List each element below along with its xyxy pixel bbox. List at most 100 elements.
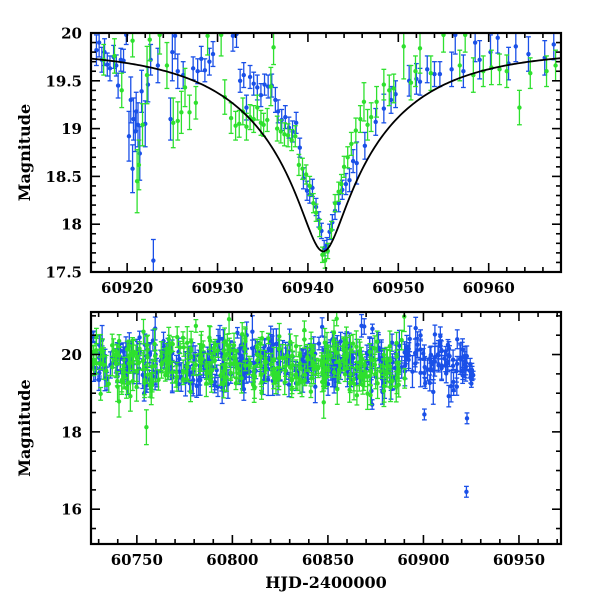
data-point-green: [206, 325, 212, 350]
data-point-green: [101, 349, 106, 380]
data-point-blue: [190, 56, 196, 81]
data-point-green: [140, 103, 145, 147]
data-point-green: [317, 218, 323, 238]
data-point-blue-marker: [207, 59, 212, 64]
data-point-green: [178, 90, 184, 135]
data-point-green-marker: [387, 344, 393, 349]
data-point-green-marker: [136, 360, 142, 365]
data-point-green: [282, 122, 287, 147]
data-point-blue: [350, 148, 356, 174]
data-point-blue-marker: [115, 83, 121, 88]
data-point-green: [188, 330, 194, 353]
data-point-green-marker: [361, 99, 367, 105]
data-point-green: [289, 380, 295, 399]
data-point-blue-marker: [454, 368, 459, 374]
data-point-blue: [272, 86, 278, 113]
data-point-green-marker: [338, 363, 343, 368]
data-point-green-marker: [305, 357, 311, 362]
data-point-green: [130, 34, 135, 58]
data-point-green-marker: [354, 364, 360, 370]
data-point-green-marker: [334, 316, 339, 321]
data-point-green: [332, 193, 338, 213]
data-point-blue-marker: [450, 357, 456, 362]
data-point-blue-marker: [413, 325, 418, 331]
data-point-blue-marker: [362, 143, 368, 149]
data-point-green-marker: [205, 34, 210, 39]
data-point-blue-marker: [469, 381, 474, 386]
data-point-green: [159, 350, 164, 379]
data-point-blue-marker: [172, 34, 178, 39]
data-point-blue-marker: [130, 166, 135, 171]
data-point-green: [181, 337, 187, 357]
data-point-green-marker: [331, 369, 337, 375]
data-point-green-marker: [174, 374, 180, 380]
data-point-green-marker: [341, 164, 347, 170]
data-point-green-marker: [218, 34, 224, 38]
data-point-green-marker: [321, 400, 326, 405]
data-point-green: [144, 45, 150, 105]
data-point-green-marker: [381, 364, 386, 369]
data-point-green: [303, 164, 309, 185]
outlier-point-blue-marker: [464, 416, 470, 421]
data-point-green: [307, 175, 313, 197]
data-point-green-marker: [173, 370, 179, 375]
data-point-blue-marker: [347, 178, 352, 183]
data-point-blue-marker: [139, 89, 144, 94]
data-point-green-marker: [149, 383, 155, 388]
data-point-green: [142, 367, 147, 399]
bottom-panel-yticklabel: 20: [61, 346, 82, 364]
data-point-green: [274, 115, 280, 142]
data-point-green: [348, 334, 353, 365]
data-point-blue: [128, 76, 134, 124]
data-point-blue-marker: [255, 85, 260, 90]
data-point-green-marker: [251, 116, 256, 122]
bottom-panel-yticklabel: 18: [61, 423, 82, 441]
data-point-blue-marker: [526, 51, 531, 57]
data-point-green-marker: [394, 354, 399, 359]
data-point-green: [226, 313, 232, 335]
data-point-green-marker: [401, 44, 406, 49]
data-point-green: [375, 367, 380, 400]
data-point-green-marker: [285, 353, 290, 358]
data-point-green-marker: [212, 343, 218, 348]
data-point-blue: [241, 61, 247, 89]
data-point-green: [408, 64, 414, 101]
data-point-blue: [131, 97, 136, 141]
data-point-blue: [175, 53, 181, 90]
data-point-green: [321, 385, 327, 419]
data-point-green-marker: [191, 366, 196, 371]
data-point-blue-marker: [446, 346, 452, 351]
data-point-green: [378, 363, 383, 379]
data-point-green-marker: [200, 343, 206, 349]
data-point-blue-marker: [293, 120, 299, 126]
top-panel-ylabel: Magnitude: [15, 104, 34, 201]
data-point-green-marker: [130, 378, 136, 384]
data-point-green: [137, 341, 142, 357]
data-point-green-marker: [140, 122, 145, 127]
data-point-green-marker: [193, 323, 199, 329]
data-point-green: [391, 73, 397, 104]
data-point-blue-marker: [114, 63, 119, 68]
data-point-green: [193, 318, 199, 333]
data-point-green: [149, 378, 155, 393]
data-point-blue-marker: [418, 333, 423, 338]
data-point-blue-marker: [410, 369, 415, 374]
data-point-blue: [247, 64, 253, 90]
data-point-green-marker: [209, 379, 214, 384]
data-point-blue-marker: [304, 188, 310, 193]
data-point-green-marker: [297, 352, 303, 358]
data-point-green-marker: [374, 339, 380, 344]
bottom-panel-yticklabel: 16: [61, 501, 82, 519]
data-point-blue-marker: [175, 69, 180, 74]
data-point-blue-marker: [137, 335, 142, 340]
data-point-green: [98, 386, 104, 401]
data-point-green-marker: [116, 399, 122, 404]
data-point-blue-marker: [445, 361, 450, 366]
data-point-green: [170, 336, 176, 353]
data-point-blue: [450, 349, 456, 371]
data-point-blue-marker: [297, 145, 302, 150]
data-point-green-marker: [368, 114, 374, 120]
data-point-green: [365, 108, 370, 141]
data-point-green-marker: [342, 372, 348, 377]
